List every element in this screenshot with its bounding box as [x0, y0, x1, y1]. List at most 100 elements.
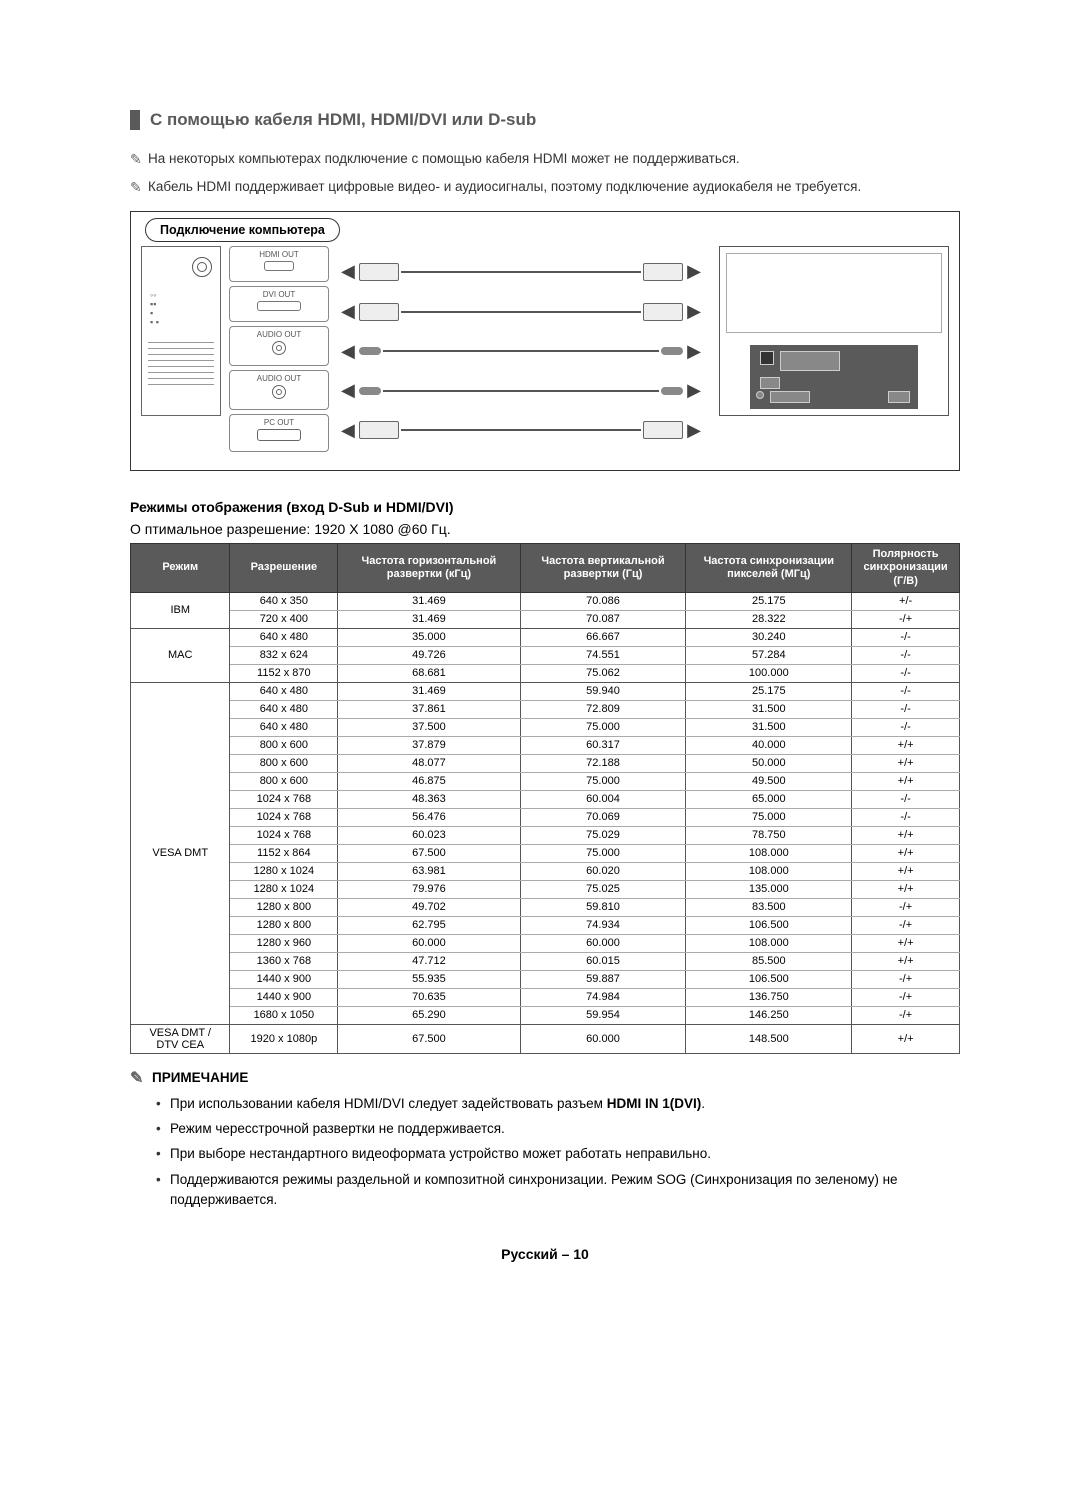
data-cell: -/-	[852, 664, 960, 682]
note-icon: ✎	[130, 178, 148, 198]
data-cell: 72.188	[520, 754, 686, 772]
column-header: Разрешение	[230, 544, 338, 593]
data-cell: 1280 x 800	[230, 898, 338, 916]
data-cell: 46.875	[338, 772, 520, 790]
data-cell: 70.635	[338, 988, 520, 1006]
data-cell: +/+	[852, 736, 960, 754]
data-cell: +/+	[852, 880, 960, 898]
notes-list: При использовании кабеля HDMI/DVI следуе…	[156, 1094, 960, 1210]
data-cell: 70.087	[520, 610, 686, 628]
data-cell: 65.290	[338, 1006, 520, 1024]
data-cell: 60.000	[338, 934, 520, 952]
column-header: Полярностьсинхронизации(Г/В)	[852, 544, 960, 593]
data-cell: 75.000	[686, 808, 852, 826]
note-bullet: Поддерживаются режимы раздельной и компо…	[156, 1170, 960, 1211]
data-cell: +/+	[852, 862, 960, 880]
data-cell: 59.887	[520, 970, 686, 988]
data-cell: -/-	[852, 700, 960, 718]
data-cell: -/+	[852, 610, 960, 628]
data-cell: 720 x 400	[230, 610, 338, 628]
manual-page: С помощью кабеля HDMI, HDMI/DVI или D-su…	[0, 0, 1080, 1322]
intro-notes: ✎На некоторых компьютерах подключение с …	[130, 150, 960, 197]
data-cell: 67.500	[338, 1024, 520, 1053]
table-row: 1440 x 90070.63574.984136.750-/+	[131, 988, 960, 1006]
data-cell: 640 x 480	[230, 682, 338, 700]
note-icon: ✎	[130, 150, 148, 170]
data-cell: 37.861	[338, 700, 520, 718]
data-cell: 31.500	[686, 700, 852, 718]
data-cell: 37.879	[338, 736, 520, 754]
data-cell: 1024 x 768	[230, 790, 338, 808]
table-row: 1152 x 86467.50075.000108.000+/+	[131, 844, 960, 862]
data-cell: 1280 x 800	[230, 916, 338, 934]
data-cell: 74.934	[520, 916, 686, 934]
data-cell: 60.023	[338, 826, 520, 844]
data-cell: 30.240	[686, 628, 852, 646]
data-cell: 108.000	[686, 862, 852, 880]
data-cell: 37.500	[338, 718, 520, 736]
intro-note: ✎Кабель HDMI поддерживает цифровые видео…	[130, 178, 960, 198]
data-cell: -/+	[852, 988, 960, 1006]
data-cell: -/-	[852, 808, 960, 826]
column-header: Частота синхронизациипикселей (МГц)	[686, 544, 852, 593]
data-cell: 106.500	[686, 916, 852, 934]
pc-ports: HDMI OUTDVI OUTAUDIO OUTAUDIO OUTPC OUT	[229, 246, 329, 456]
data-cell: 75.000	[520, 718, 686, 736]
data-cell: 28.322	[686, 610, 852, 628]
table-row: 1680 x 105065.29059.954146.250-/+	[131, 1006, 960, 1024]
data-cell: 59.940	[520, 682, 686, 700]
data-cell: 85.500	[686, 952, 852, 970]
data-cell: 75.000	[520, 844, 686, 862]
data-cell: 31.469	[338, 592, 520, 610]
data-cell: +/+	[852, 844, 960, 862]
notes-heading: ПРИМЕЧАНИЕ	[152, 1070, 248, 1085]
data-cell: 55.935	[338, 970, 520, 988]
table-row: 1024 x 76860.02375.02978.750+/+	[131, 826, 960, 844]
data-cell: 31.500	[686, 718, 852, 736]
data-cell: +/+	[852, 934, 960, 952]
data-cell: 1280 x 1024	[230, 862, 338, 880]
data-cell: 57.284	[686, 646, 852, 664]
data-cell: 49.726	[338, 646, 520, 664]
column-header: Частота горизонтальнойразвертки (кГц)	[338, 544, 520, 593]
table-row: 800 x 60048.07772.18850.000+/+	[131, 754, 960, 772]
data-cell: 66.667	[520, 628, 686, 646]
data-cell: 60.004	[520, 790, 686, 808]
optimal-resolution: О птимальное разрешение: 1920 X 1080 @60…	[130, 521, 960, 537]
data-cell: 1440 x 900	[230, 970, 338, 988]
table-row: 1280 x 102479.97675.025135.000+/+	[131, 880, 960, 898]
data-cell: 60.317	[520, 736, 686, 754]
connection-diagram: Подключение компьютера ◦◦▪▪▪▪ ▪ HDMI OUT…	[130, 211, 960, 471]
data-cell: 800 x 600	[230, 772, 338, 790]
data-cell: 49.500	[686, 772, 852, 790]
data-cell: 40.000	[686, 736, 852, 754]
column-header: Режим	[131, 544, 230, 593]
data-cell: 1680 x 1050	[230, 1006, 338, 1024]
data-cell: 60.015	[520, 952, 686, 970]
table-row: MAC640 x 48035.00066.66730.240-/-	[131, 628, 960, 646]
mode-cell: IBM	[131, 592, 230, 628]
data-cell: +/+	[852, 772, 960, 790]
data-cell: 106.500	[686, 970, 852, 988]
data-cell: 25.175	[686, 592, 852, 610]
tv-icon	[719, 246, 949, 416]
data-cell: 50.000	[686, 754, 852, 772]
table-row: 1024 x 76856.47670.06975.000-/-	[131, 808, 960, 826]
data-cell: 49.702	[338, 898, 520, 916]
data-cell: 1024 x 768	[230, 808, 338, 826]
data-cell: 75.025	[520, 880, 686, 898]
data-cell: 640 x 480	[230, 718, 338, 736]
data-cell: 70.086	[520, 592, 686, 610]
data-cell: +/+	[852, 952, 960, 970]
data-cell: 1360 x 768	[230, 952, 338, 970]
notes-block: ✎ ПРИМЕЧАНИЕ При использовании кабеля HD…	[130, 1068, 960, 1210]
data-cell: 31.469	[338, 610, 520, 628]
table-row: 640 x 48037.50075.00031.500-/-	[131, 718, 960, 736]
data-cell: +/+	[852, 754, 960, 772]
data-cell: 832 x 624	[230, 646, 338, 664]
data-cell: 48.363	[338, 790, 520, 808]
data-cell: -/+	[852, 898, 960, 916]
data-cell: 68.681	[338, 664, 520, 682]
data-cell: 75.029	[520, 826, 686, 844]
data-cell: 146.250	[686, 1006, 852, 1024]
